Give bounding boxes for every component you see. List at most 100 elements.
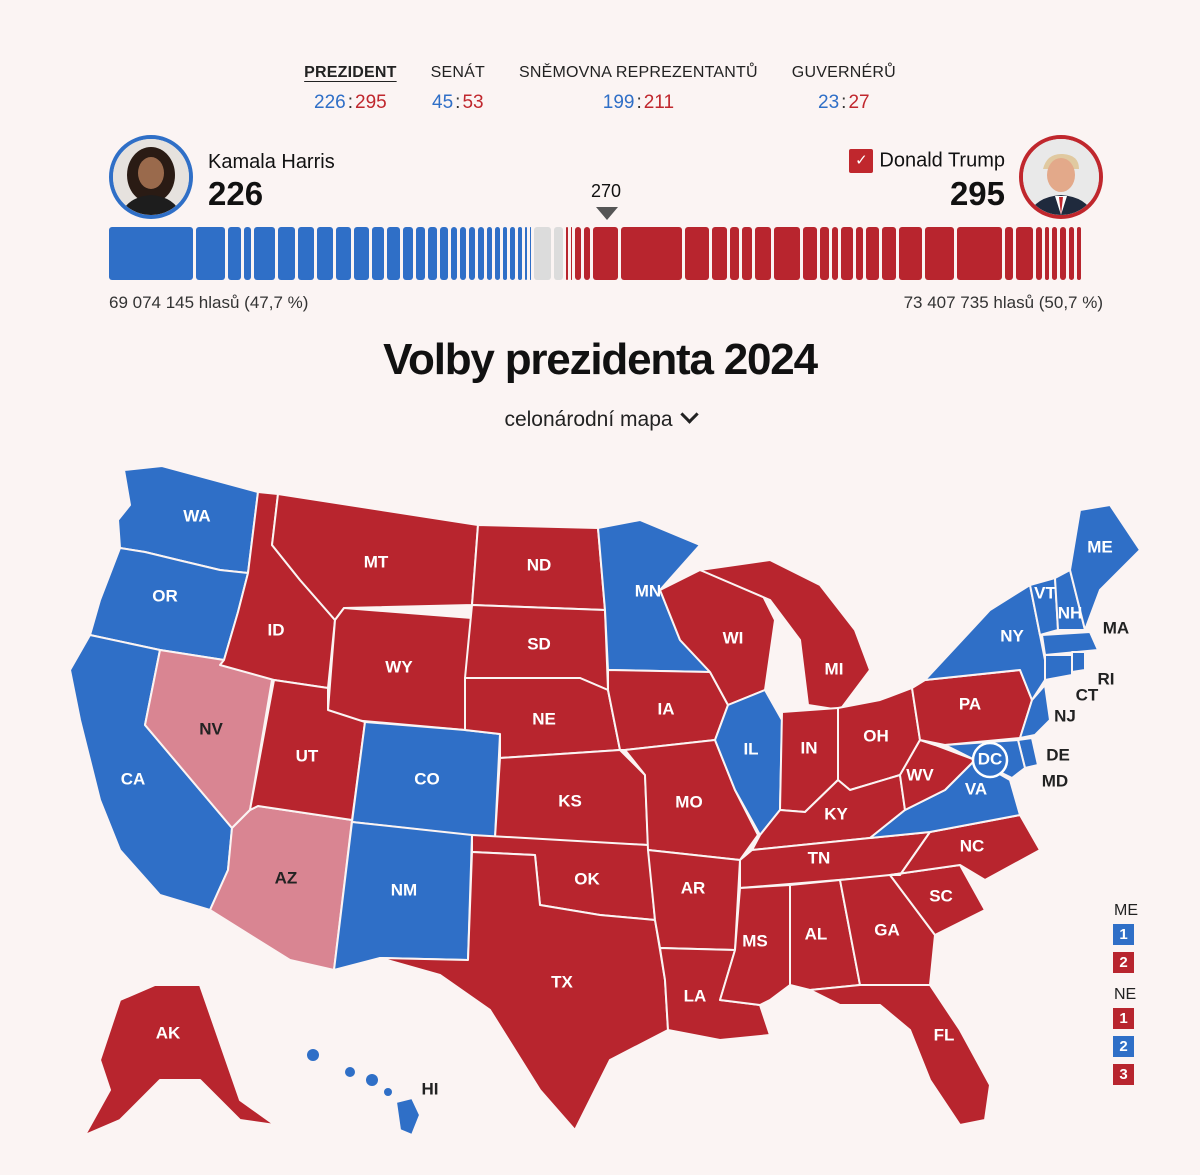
ev-segment-dem[interactable] — [478, 227, 485, 280]
ev-segment-dem[interactable] — [227, 227, 242, 280]
ev-segment-dem[interactable] — [460, 227, 467, 280]
rep-score: 27 — [848, 92, 870, 113]
state-ME[interactable] — [1069, 504, 1141, 631]
state-WY[interactable] — [327, 607, 473, 731]
dc-marker[interactable] — [971, 741, 1009, 779]
ev-segment-rep[interactable] — [1076, 227, 1082, 280]
state-PA[interactable] — [911, 669, 1033, 746]
map-selector[interactable]: celonárodní mapa — [0, 405, 1200, 432]
state-NJ[interactable] — [1019, 684, 1051, 739]
ev-segment-dem[interactable] — [469, 227, 476, 280]
ev-segment-dem[interactable] — [502, 227, 508, 280]
ev-segment-dem[interactable] — [487, 227, 492, 280]
ev-segment-dem[interactable] — [428, 227, 438, 280]
ev-segment-rep[interactable] — [570, 227, 573, 280]
state-ND[interactable] — [471, 524, 606, 611]
ev-segment-rep[interactable] — [774, 227, 801, 280]
ev-segment-dem[interactable] — [387, 227, 400, 280]
tab-senate[interactable]: SENÁT 45:53 — [431, 64, 485, 114]
ev-segment-dem[interactable] — [402, 227, 414, 280]
ev-segment-dem[interactable] — [451, 227, 458, 280]
tab-label: SENÁT — [430, 64, 485, 81]
ev-segment-dem[interactable] — [253, 227, 275, 280]
ev-segment-rep[interactable] — [832, 227, 839, 280]
dem-score: 199 — [602, 92, 635, 113]
ev-segment-dem[interactable] — [109, 227, 193, 280]
race-tabs: PREZIDENT 226:295 SENÁT 45:53 SNĚMOVNA R… — [0, 64, 1200, 114]
state-TX[interactable] — [379, 851, 669, 1131]
tab-governors[interactable]: GUVERNÉRŮ 23:27 — [792, 64, 896, 114]
ev-segment-rep[interactable] — [566, 227, 568, 280]
ev-segment-rep[interactable] — [575, 227, 582, 280]
state-IA[interactable] — [607, 669, 729, 751]
district-NE-2[interactable]: 2 — [1113, 1036, 1134, 1057]
ev-segment-rep[interactable] — [898, 227, 922, 280]
ev-segment-dem[interactable] — [517, 227, 523, 280]
ev-segment-dem[interactable] — [416, 227, 426, 280]
ev-segment-dem[interactable] — [297, 227, 315, 280]
ev-segment-dem[interactable] — [495, 227, 500, 280]
state-MI[interactable] — [699, 559, 871, 711]
ev-segment-rep[interactable] — [620, 227, 682, 280]
ev-segment-dem[interactable] — [510, 227, 515, 280]
ev-segment-rep[interactable] — [1044, 227, 1050, 280]
ev-segment-rep[interactable] — [684, 227, 710, 280]
ev-segment-rep[interactable] — [593, 227, 618, 280]
trump-avatar — [1019, 135, 1103, 219]
state-AR[interactable] — [647, 849, 741, 951]
ev-segment-rep[interactable] — [856, 227, 863, 280]
state-AK[interactable] — [84, 984, 276, 1136]
state-CO[interactable] — [351, 721, 501, 839]
ev-segment-rep[interactable] — [882, 227, 896, 280]
ev-segment-rep[interactable] — [1035, 227, 1042, 280]
state-KS[interactable] — [494, 749, 649, 846]
state-GA[interactable] — [839, 874, 936, 986]
ev-segment-rep[interactable] — [742, 227, 752, 280]
district-ME-1[interactable]: 1 — [1113, 924, 1134, 945]
state-NM[interactable] — [333, 821, 473, 971]
district-NE-1[interactable]: 1 — [1113, 1008, 1134, 1029]
rep-score: 211 — [643, 92, 675, 113]
ev-segment-rep[interactable] — [712, 227, 728, 280]
ev-segment-dem[interactable] — [335, 227, 351, 280]
ev-segment-dem[interactable] — [317, 227, 333, 280]
ev-segment-rep[interactable] — [803, 227, 817, 280]
ev-segment-rep[interactable] — [820, 227, 830, 280]
ev-segment-rep[interactable] — [924, 227, 954, 280]
ev-segment-rep[interactable] — [1069, 227, 1074, 280]
state-label-MD: MD — [1042, 771, 1068, 790]
ev-segment-dem[interactable] — [195, 227, 225, 280]
chevron-down-icon — [679, 405, 699, 424]
state-RI[interactable] — [1071, 651, 1086, 673]
district-NE-3[interactable]: 3 — [1113, 1064, 1134, 1085]
ev-segment-undecided[interactable] — [534, 227, 552, 280]
ev-segment-dem[interactable] — [529, 227, 532, 280]
ev-segment-dem[interactable] — [440, 227, 449, 280]
tab-house[interactable]: SNĚMOVNA REPREZENTANTŮ 199:211 — [519, 64, 758, 114]
dem-name: Kamala Harris — [208, 151, 335, 173]
ev-segment-dem[interactable] — [372, 227, 385, 280]
winner-check-icon: ✓ — [849, 149, 874, 173]
state-HI[interactable] — [395, 1097, 421, 1136]
ev-segment-rep[interactable] — [956, 227, 1003, 280]
ev-segment-rep[interactable] — [1060, 227, 1067, 280]
ev-segment-rep[interactable] — [1005, 227, 1014, 280]
ev-segment-rep[interactable] — [584, 227, 591, 280]
state-FL[interactable] — [809, 984, 991, 1126]
ev-segment-dem[interactable] — [277, 227, 295, 280]
ev-segment-rep[interactable] — [1016, 227, 1033, 280]
state-AZ[interactable] — [209, 805, 353, 971]
ev-segment-dem[interactable] — [525, 227, 527, 280]
ev-segment-dem[interactable] — [353, 227, 370, 280]
ev-segment-rep[interactable] — [1052, 227, 1058, 280]
ev-segment-dem[interactable] — [244, 227, 251, 280]
ev-segment-rep[interactable] — [841, 227, 854, 280]
state-CT[interactable] — [1044, 654, 1073, 681]
district-ME-2[interactable]: 2 — [1113, 952, 1134, 973]
state-MA[interactable] — [1041, 631, 1099, 656]
ev-segment-rep[interactable] — [754, 227, 772, 280]
tab-president[interactable]: PREZIDENT 226:295 — [304, 64, 396, 114]
ev-segment-rep[interactable] — [865, 227, 880, 280]
ev-segment-undecided[interactable] — [554, 227, 564, 280]
ev-segment-rep[interactable] — [730, 227, 740, 280]
